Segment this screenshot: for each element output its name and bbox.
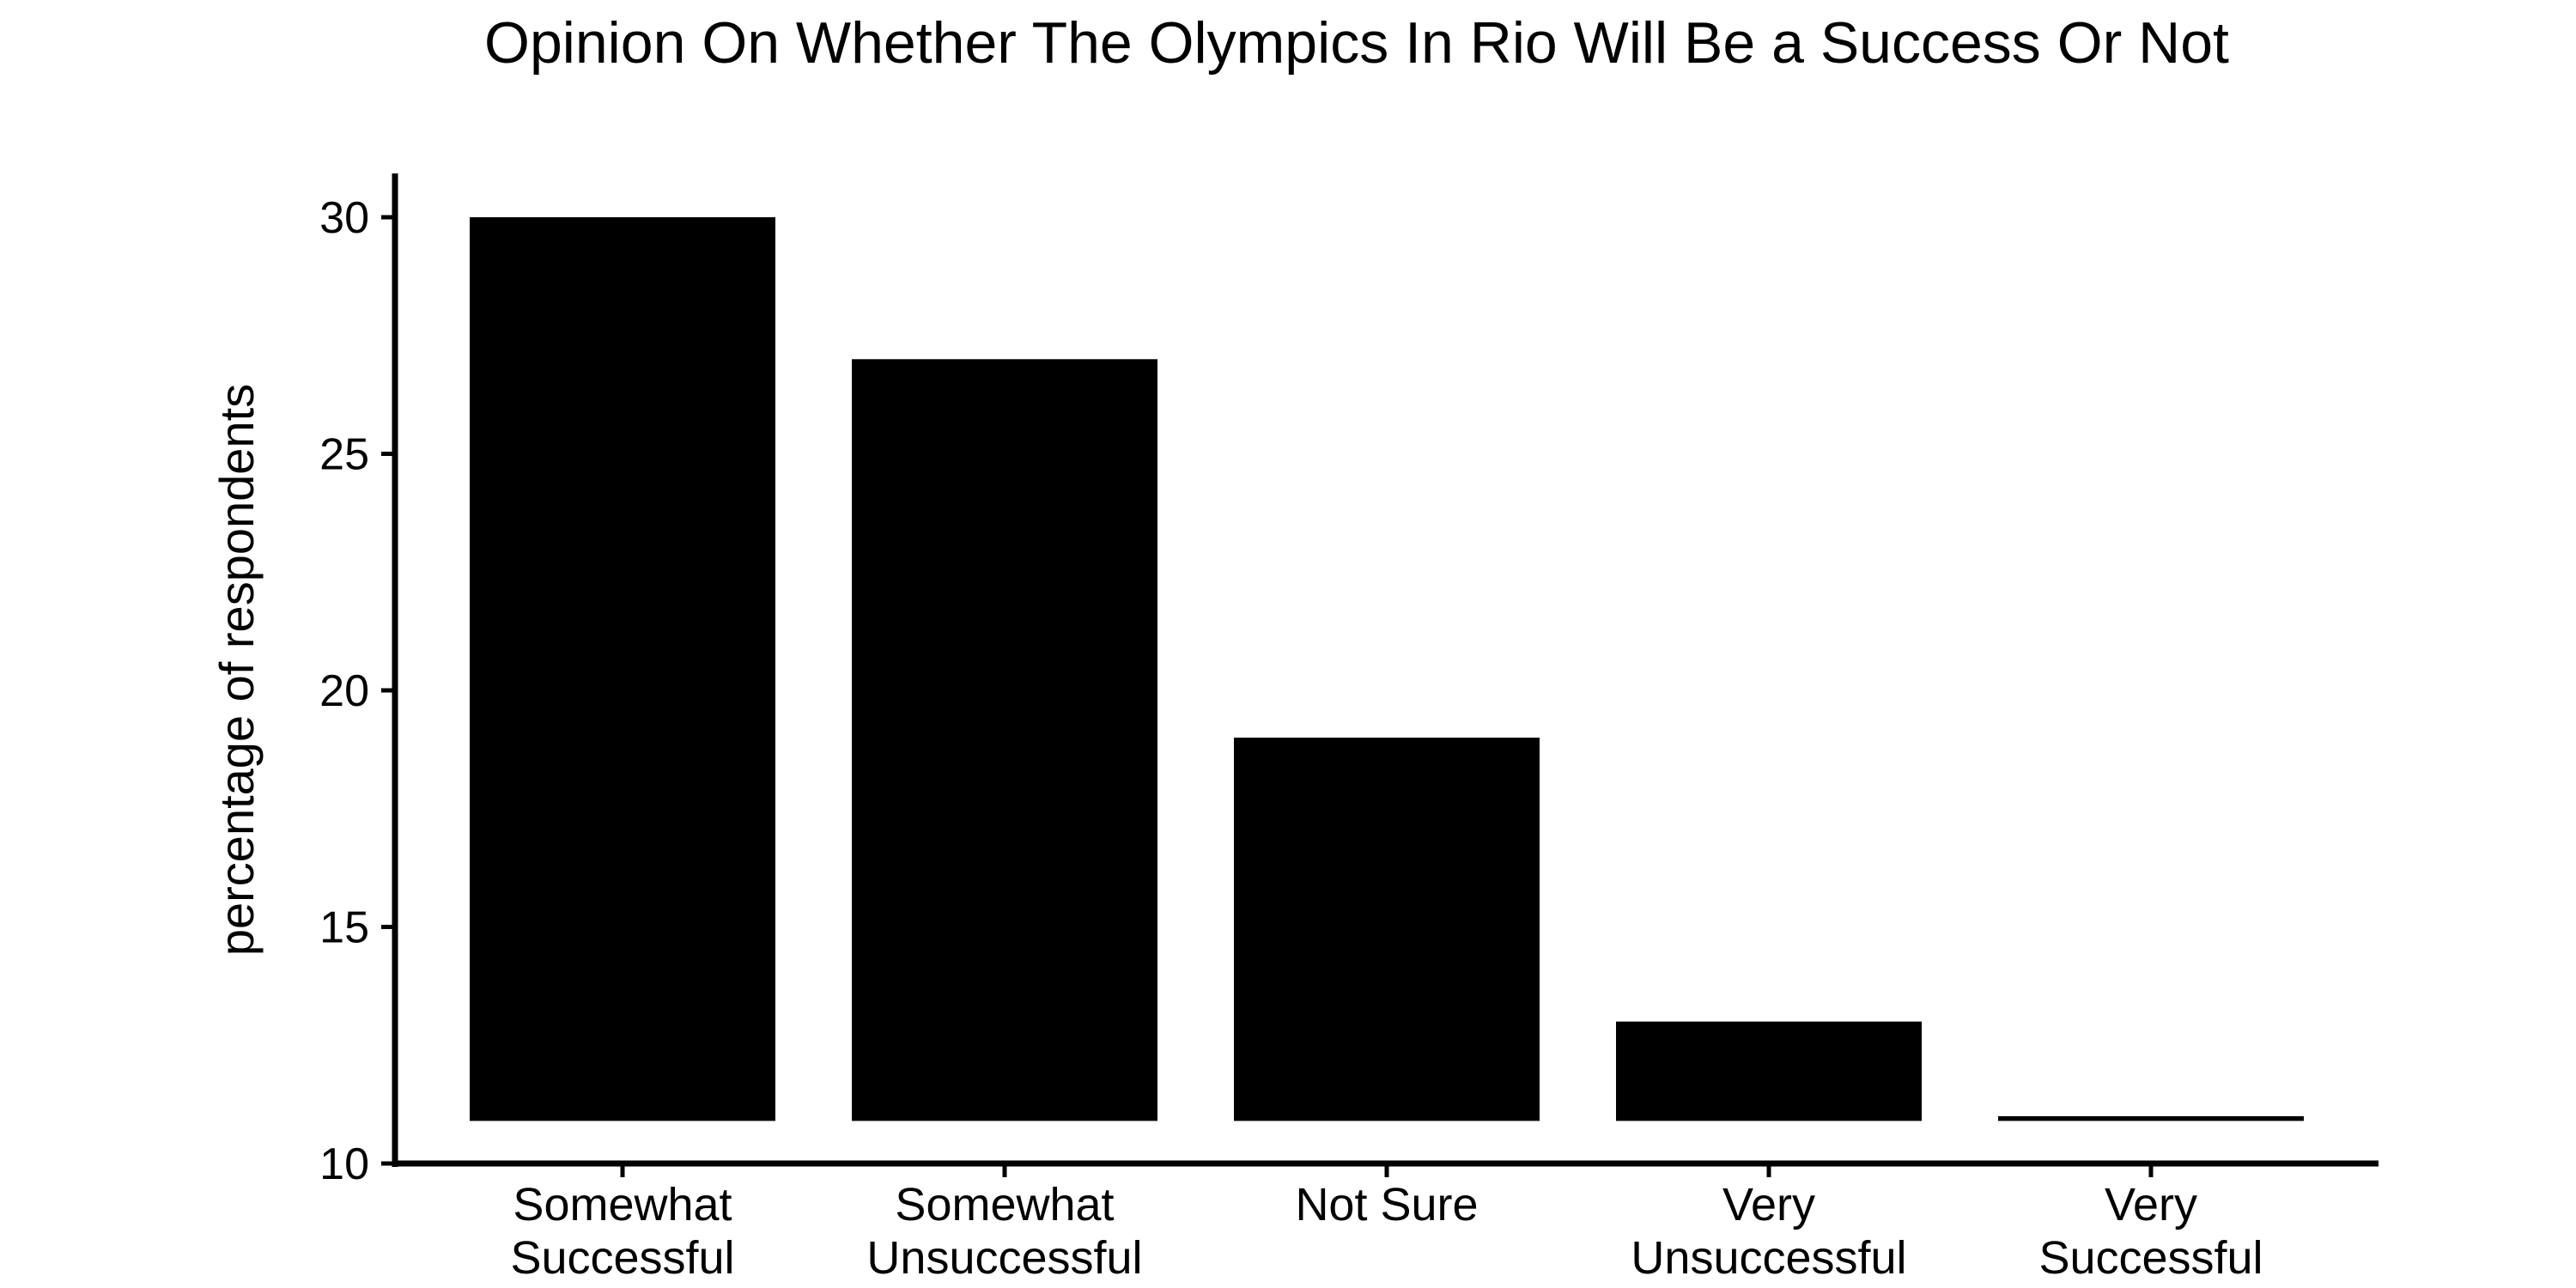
- x-tick-label: Very Unsuccessful: [1631, 1179, 1906, 1284]
- x-tick-label-line: Somewhat: [513, 1179, 732, 1230]
- bar: [1616, 1021, 1922, 1121]
- x-tick-label-line: Somewhat: [895, 1179, 1114, 1230]
- x-tick-label: Somewhat Unsuccessful: [866, 1179, 1142, 1284]
- y-tick-label: 10: [319, 1139, 369, 1189]
- x-tick-label-line: Not Sure: [1295, 1179, 1478, 1230]
- y-axis: 10 15 20 25 30: [319, 173, 398, 1189]
- x-tick-label: Somewhat Successful: [510, 1179, 734, 1284]
- bar: [1234, 738, 1540, 1121]
- bar: [852, 359, 1157, 1121]
- bar: [1998, 1115, 2304, 1121]
- bar: [470, 217, 775, 1121]
- x-tick-label-line: Successful: [510, 1232, 734, 1284]
- x-tick-label-line: Very: [1722, 1179, 1815, 1230]
- y-axis-label: percentage of respondents: [210, 384, 264, 956]
- y-tick-label: 30: [319, 193, 369, 243]
- x-tick-label: Not Sure: [1295, 1179, 1478, 1230]
- x-tick-label-line: Successful: [2038, 1232, 2263, 1284]
- y-tick-label: 15: [319, 903, 369, 953]
- y-tick-label: 20: [319, 666, 369, 716]
- x-tick-label-line: Very: [2105, 1179, 2197, 1230]
- x-tick-label-line: Unsuccessful: [866, 1232, 1142, 1284]
- x-tick-label: Very Successful: [2038, 1179, 2263, 1284]
- bars-group: [470, 217, 2304, 1121]
- x-tick-label-line: Unsuccessful: [1631, 1232, 1906, 1284]
- y-tick-label: 25: [319, 430, 369, 480]
- chart-title: Opinion On Whether The Olympics In Rio W…: [484, 10, 2229, 76]
